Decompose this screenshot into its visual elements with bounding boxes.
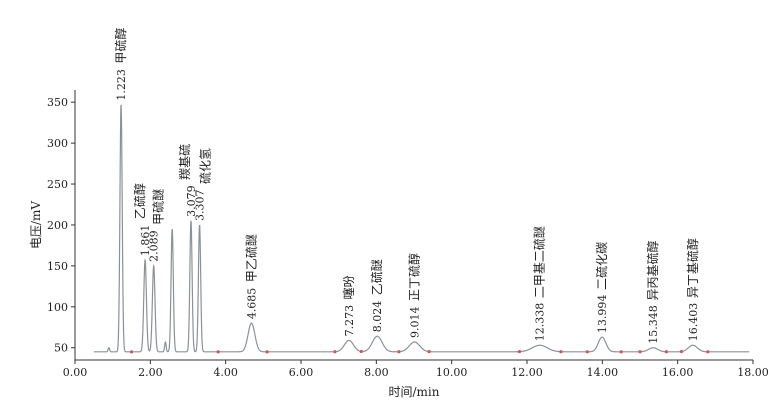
peak-compound-label: 二甲基二硫醚	[532, 226, 547, 298]
peak-compound-label: 二硫化碳	[594, 242, 609, 290]
x-tick-label: 4.00	[213, 366, 238, 379]
peak-compound-label: 正丁硫醇	[407, 253, 422, 301]
x-tick-label: 12.00	[511, 366, 543, 379]
integration-marker	[706, 350, 710, 354]
y-tick-label: 250	[47, 178, 68, 191]
peak-rt-label: 2.089	[148, 230, 161, 262]
y-tick-label: 200	[47, 219, 68, 232]
integration-marker	[679, 349, 684, 354]
peak-rt-label: 9.014	[409, 306, 422, 338]
x-tick-label: 6.00	[289, 366, 314, 379]
y-tick-label: 300	[47, 137, 68, 150]
y-tick-label: 150	[47, 260, 68, 273]
integration-marker	[129, 350, 134, 354]
peak-rt-label: 8.024	[371, 301, 384, 333]
integration-marker	[517, 350, 522, 354]
peak-rt-label: 15.348	[647, 305, 660, 344]
x-tick-label: 14.00	[587, 366, 619, 379]
peak-compound-label: 羰基硫	[177, 144, 192, 180]
y-tick-label: 50	[54, 342, 68, 355]
peak-compound-label: 甲硫醚	[151, 189, 166, 225]
integration-marker	[397, 350, 401, 354]
integration-marker	[619, 350, 623, 354]
peak-rt-label: 12.338	[534, 303, 547, 342]
x-tick-label: 2.00	[138, 366, 163, 379]
integration-marker	[265, 350, 269, 354]
x-tick-label: 16.00	[662, 366, 694, 379]
x-tick-label: 18.00	[737, 366, 769, 379]
peak-rt-label: 3.079	[185, 185, 198, 217]
x-tick-label: 8.00	[364, 366, 389, 379]
peak-compound-label: 硫化氢	[198, 148, 213, 184]
integration-marker	[638, 350, 642, 354]
peak-compound-label: 甲硫醇	[113, 28, 128, 64]
integration-marker	[559, 350, 563, 354]
peak-compound-label: 异丙基硫醇	[645, 241, 660, 301]
y-axis-label: 电压/mV	[29, 201, 43, 249]
integration-marker	[585, 350, 589, 354]
peak-compound-label: 异丁基硫醇	[685, 238, 700, 298]
integration-marker	[216, 350, 220, 354]
peak-rt-label: 4.685	[245, 288, 258, 319]
x-tick-label: 0.00	[63, 366, 88, 379]
y-tick-label: 350	[47, 96, 68, 109]
peak-rt-label: 16.403	[687, 303, 700, 342]
integration-marker	[664, 350, 668, 354]
peak-compound-label: 乙硫醇	[132, 183, 147, 219]
x-axis-label: 时间/min	[389, 385, 440, 399]
peak-rt-label: 7.273	[343, 305, 356, 337]
peak-rt-label: 13.994	[596, 295, 609, 334]
peak-rt-label: 3.307	[194, 189, 207, 221]
peak-compound-label: 甲乙硫醚	[243, 234, 258, 282]
peak-rt-label: 1.223	[115, 69, 128, 101]
axes: 0.00 2.00 4.00 6.00 8.00 10.00 12.00 14.00 16.00…	[47, 90, 769, 379]
y-tick-label: 100	[47, 301, 68, 314]
peak-compound-label: 乙硫醚	[369, 259, 384, 295]
x-tick-label: 10.00	[436, 366, 468, 379]
integration-marker	[333, 350, 337, 354]
integration-marker	[359, 349, 363, 354]
peak-compound-label: 噻吩	[341, 275, 356, 299]
plot-area	[93, 104, 750, 354]
peak-rt-label: 1.861	[139, 225, 152, 257]
integration-marker	[427, 349, 431, 354]
